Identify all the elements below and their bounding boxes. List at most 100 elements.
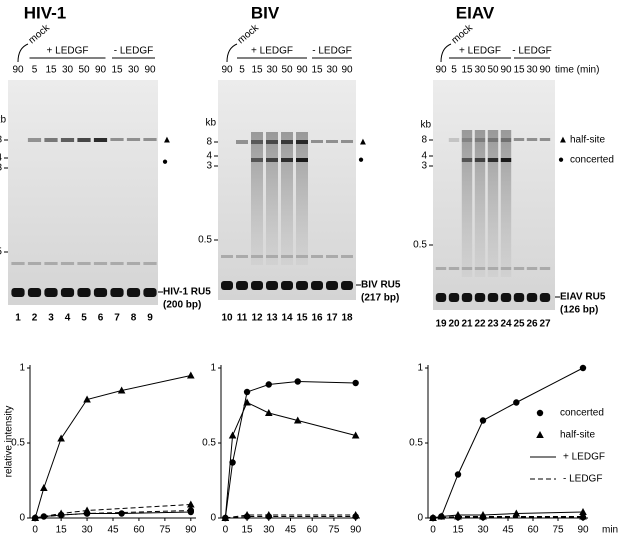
lane-number: 12: [251, 313, 263, 324]
faint-band: [44, 262, 58, 265]
smear: [500, 130, 512, 277]
y-tick-label: 0.5: [202, 438, 216, 449]
product-label: BIV RU5: [361, 280, 401, 291]
concerted-band: [461, 158, 473, 162]
half-site-band: [281, 140, 293, 144]
faint-band: [448, 267, 460, 270]
x-tick-label: 90: [577, 525, 589, 536]
legend-label: half-site: [560, 430, 595, 441]
point: [479, 514, 487, 521]
smear: [296, 132, 308, 265]
kb-unit: kb: [0, 115, 6, 126]
legend-symbol: [536, 409, 544, 417]
half-site-band: [326, 140, 338, 143]
legend-label: + LEDGF: [563, 452, 605, 463]
point: [222, 514, 229, 522]
kb-label: 4: [206, 151, 212, 162]
lane-number: 2: [32, 313, 38, 324]
point: [579, 508, 587, 515]
point: [40, 484, 48, 491]
lane-number: 3: [48, 313, 54, 324]
concerted-band: [281, 158, 293, 162]
x-tick-label: 15: [242, 525, 254, 536]
lane-number: 6: [98, 313, 104, 324]
concerted-band: [487, 158, 499, 162]
mock-bracket: [226, 43, 238, 63]
time-label: 50: [487, 65, 499, 76]
lane-number: 11: [237, 313, 248, 324]
product-label: (126 bp): [560, 305, 598, 316]
faint-band: [526, 267, 538, 270]
x-tick-label: 30: [82, 525, 94, 536]
time-label: 5: [32, 65, 38, 76]
product-label: (217 bp): [361, 293, 399, 304]
product-label: EIAV RU5: [560, 292, 606, 303]
band-marker: ●: [358, 155, 364, 166]
y-tick-label: 0.5: [11, 438, 25, 449]
y-tick-label: 0: [417, 513, 423, 524]
mock-label: mock: [27, 22, 53, 46]
kb-unit: kb: [205, 118, 216, 129]
band-marker-label: concerted: [570, 155, 614, 166]
kb-label: 4: [421, 151, 427, 162]
lane-number: 7: [114, 313, 120, 324]
product-band: [296, 281, 308, 290]
y-tick-label: 0: [210, 513, 216, 524]
time-label: 15: [513, 65, 525, 76]
point: [264, 409, 273, 416]
point: [513, 399, 520, 406]
product-band: [236, 281, 248, 290]
series-line: [224, 380, 356, 519]
time-label: 50: [281, 65, 293, 76]
time-label: 15: [311, 65, 323, 76]
point: [352, 379, 359, 387]
faint-band: [326, 255, 338, 258]
point: [454, 471, 462, 478]
product-band: [487, 293, 499, 302]
product-band: [44, 288, 58, 297]
kb-label: 3: [0, 163, 2, 174]
x-tick-label: 30: [263, 525, 275, 536]
half-site-band: [251, 140, 263, 144]
point: [351, 431, 360, 439]
kb-label: 0.5: [0, 247, 2, 258]
time-label: 90: [539, 65, 551, 76]
series-line: [432, 367, 584, 519]
x-tick-label: 15: [56, 525, 68, 536]
half-site-band: [461, 138, 473, 142]
product-label: HIV-1 RU5: [163, 287, 211, 298]
product-band: [311, 281, 323, 290]
half-site-band: [474, 138, 486, 142]
faint-band: [251, 255, 263, 258]
smear: [281, 132, 293, 265]
point: [454, 514, 462, 521]
half-site-band: [513, 138, 525, 141]
time-label: 90: [296, 65, 308, 76]
point: [265, 513, 272, 520]
half-site-band: [311, 140, 323, 143]
legend-symbol: [536, 431, 544, 438]
point: [31, 514, 39, 522]
time-label: 30: [326, 65, 338, 76]
half-site-band: [487, 138, 499, 142]
x-tick-label: 30: [477, 525, 489, 536]
faint-band: [487, 267, 499, 270]
half-site-band: [60, 138, 75, 142]
half-site-band: [266, 140, 278, 144]
lane-number: 21: [461, 319, 473, 330]
series-line: [224, 401, 356, 519]
concerted-band: [296, 158, 308, 162]
smear: [474, 130, 486, 277]
faint-band: [435, 267, 447, 270]
point: [187, 507, 195, 514]
smear: [487, 130, 499, 277]
y-tick-label: 1: [417, 363, 423, 374]
x-tick-label: 0: [223, 525, 229, 536]
faint-band: [341, 255, 353, 258]
x-tick-label: 45: [107, 525, 119, 536]
faint-band: [474, 267, 486, 270]
half-site-band: [93, 138, 108, 142]
point: [228, 431, 237, 439]
time-label: 15: [45, 65, 57, 76]
